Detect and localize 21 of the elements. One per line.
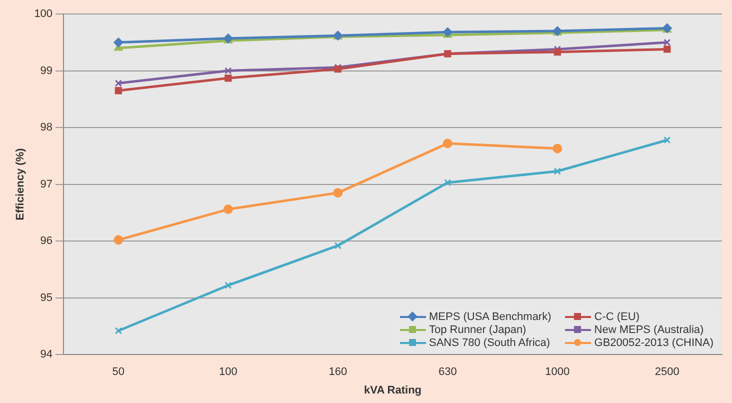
y-axis-title: Efficiency (%): [14, 148, 27, 220]
legend-label: New MEPS (Australia): [594, 324, 704, 336]
legend-label: C-C (EU): [594, 310, 640, 323]
y-tick-label: 98: [40, 122, 53, 134]
x-tick-label: 50: [112, 366, 125, 378]
y-tick-label: 97: [40, 178, 53, 190]
legend-label: GB20052-2013 (CHINA): [594, 336, 714, 349]
y-tick-label: 96: [40, 235, 53, 248]
legend-label: SANS 780 (South Africa): [429, 336, 550, 349]
x-tick-label: 2500: [654, 366, 680, 378]
legend-label: MEPS (USA Benchmark): [429, 310, 552, 323]
x-tick-label: 100: [218, 366, 238, 378]
y-tick-label: 100: [34, 8, 53, 20]
x-tick-label: 1000: [545, 366, 570, 378]
x-axis-title: kVA Rating: [364, 384, 422, 396]
legend-label: Top Runner (Japan): [429, 324, 526, 336]
y-tick-label: 95: [40, 292, 53, 304]
y-tick-label: 94: [40, 348, 53, 361]
x-tick-label: 160: [328, 366, 348, 378]
x-tick-label: 630: [438, 366, 457, 378]
y-tick-label: 99: [40, 64, 53, 77]
